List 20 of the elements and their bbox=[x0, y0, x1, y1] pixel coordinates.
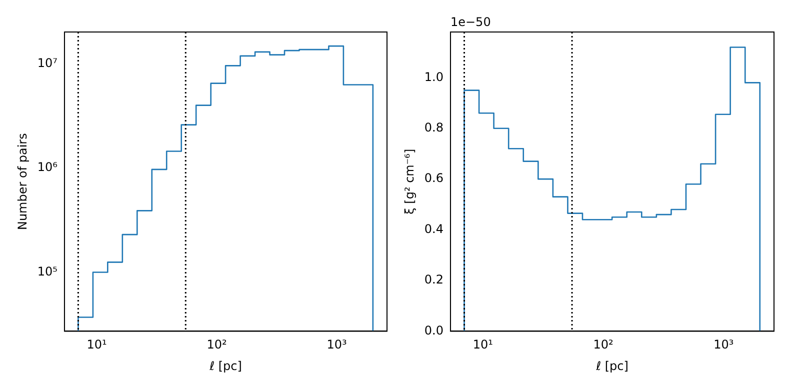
y-axis-title: Number of pairs bbox=[15, 133, 30, 230]
y-tick-label: 10⁷ bbox=[37, 56, 58, 70]
x-tick-label: 10² bbox=[206, 338, 228, 352]
x-tick-label: 10¹ bbox=[86, 338, 108, 352]
y-tick-label: 0.2 bbox=[424, 272, 444, 287]
y-tick-label: 0.4 bbox=[424, 222, 444, 236]
y-axis-title: ξ [g² cm⁻⁶] bbox=[402, 148, 416, 214]
x-tick-label: 10³ bbox=[326, 338, 348, 352]
y-tick-label: 10⁵ bbox=[37, 264, 58, 278]
x-tick-label: 10¹ bbox=[472, 338, 494, 352]
y-tick-label: 0.8 bbox=[424, 120, 444, 134]
x-tick-label: 10² bbox=[593, 338, 614, 352]
text: 1e−50 bbox=[450, 15, 491, 30]
y-tick-label: 1.0 bbox=[424, 70, 444, 84]
x-tick-label: 10³ bbox=[714, 338, 734, 352]
y-tick-label: 10⁶ bbox=[37, 160, 58, 174]
y-tick-label: 0.6 bbox=[424, 171, 444, 186]
y-tick-label: 0.0 bbox=[424, 323, 444, 338]
x-axis-title: ℓ [pc] bbox=[595, 358, 628, 373]
x-axis-title: ℓ [pc] bbox=[208, 358, 242, 373]
